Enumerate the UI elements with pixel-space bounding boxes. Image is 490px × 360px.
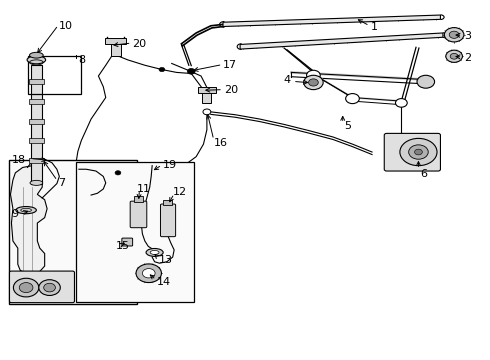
Text: 9: 9 xyxy=(11,210,19,220)
Text: 15: 15 xyxy=(116,241,130,251)
Text: 3: 3 xyxy=(464,31,471,41)
FancyBboxPatch shape xyxy=(9,271,74,303)
Polygon shape xyxy=(240,33,443,49)
Ellipse shape xyxy=(16,207,36,214)
Circle shape xyxy=(400,138,437,166)
Polygon shape xyxy=(223,15,441,27)
Bar xyxy=(163,200,172,205)
Text: 8: 8 xyxy=(78,55,85,65)
Circle shape xyxy=(159,67,165,72)
Circle shape xyxy=(136,264,161,283)
Bar xyxy=(9,160,137,304)
Text: 14: 14 xyxy=(157,277,171,287)
Bar xyxy=(111,41,121,55)
Text: 11: 11 xyxy=(137,184,150,194)
Circle shape xyxy=(143,269,155,278)
Bar xyxy=(29,119,44,124)
Circle shape xyxy=(446,50,463,62)
Circle shape xyxy=(115,171,121,175)
Text: 5: 5 xyxy=(344,121,351,131)
Bar xyxy=(31,65,42,184)
FancyBboxPatch shape xyxy=(130,201,147,228)
Circle shape xyxy=(395,99,407,107)
Bar xyxy=(29,158,44,163)
Text: 4: 4 xyxy=(283,75,290,85)
Ellipse shape xyxy=(30,180,43,185)
Bar xyxy=(105,38,126,44)
Text: 19: 19 xyxy=(163,159,177,170)
Bar xyxy=(29,138,44,143)
Text: 7: 7 xyxy=(58,178,66,188)
Circle shape xyxy=(449,31,459,39)
Text: 18: 18 xyxy=(11,155,25,165)
Circle shape xyxy=(19,283,33,293)
FancyBboxPatch shape xyxy=(384,134,441,171)
FancyBboxPatch shape xyxy=(160,204,175,237)
Text: 10: 10 xyxy=(59,21,74,31)
Circle shape xyxy=(187,68,195,74)
Bar xyxy=(29,99,44,104)
Circle shape xyxy=(203,109,211,115)
Circle shape xyxy=(39,280,60,296)
Text: 17: 17 xyxy=(223,60,237,70)
Circle shape xyxy=(13,278,39,297)
Ellipse shape xyxy=(146,248,163,256)
Circle shape xyxy=(307,70,320,80)
Ellipse shape xyxy=(27,56,46,64)
Text: 20: 20 xyxy=(133,39,147,49)
Text: 20: 20 xyxy=(224,85,238,95)
Bar xyxy=(202,90,211,103)
Ellipse shape xyxy=(150,251,159,255)
Ellipse shape xyxy=(29,52,43,58)
Text: 6: 6 xyxy=(420,168,427,179)
Circle shape xyxy=(409,145,428,159)
Circle shape xyxy=(304,75,323,90)
Text: 16: 16 xyxy=(214,138,228,148)
Circle shape xyxy=(309,79,318,86)
FancyBboxPatch shape xyxy=(122,238,133,246)
Text: 2: 2 xyxy=(464,53,471,63)
Circle shape xyxy=(345,94,359,104)
Bar xyxy=(76,162,194,302)
Bar xyxy=(27,56,81,94)
Circle shape xyxy=(417,75,435,88)
Bar xyxy=(134,197,144,202)
Text: 13: 13 xyxy=(159,255,173,265)
Text: 1: 1 xyxy=(371,22,378,32)
Bar xyxy=(197,87,216,93)
Text: 12: 12 xyxy=(172,187,187,197)
Bar xyxy=(29,79,44,84)
Polygon shape xyxy=(10,166,47,274)
Circle shape xyxy=(44,283,55,292)
Circle shape xyxy=(450,53,458,59)
Circle shape xyxy=(415,149,422,155)
Circle shape xyxy=(444,28,464,42)
